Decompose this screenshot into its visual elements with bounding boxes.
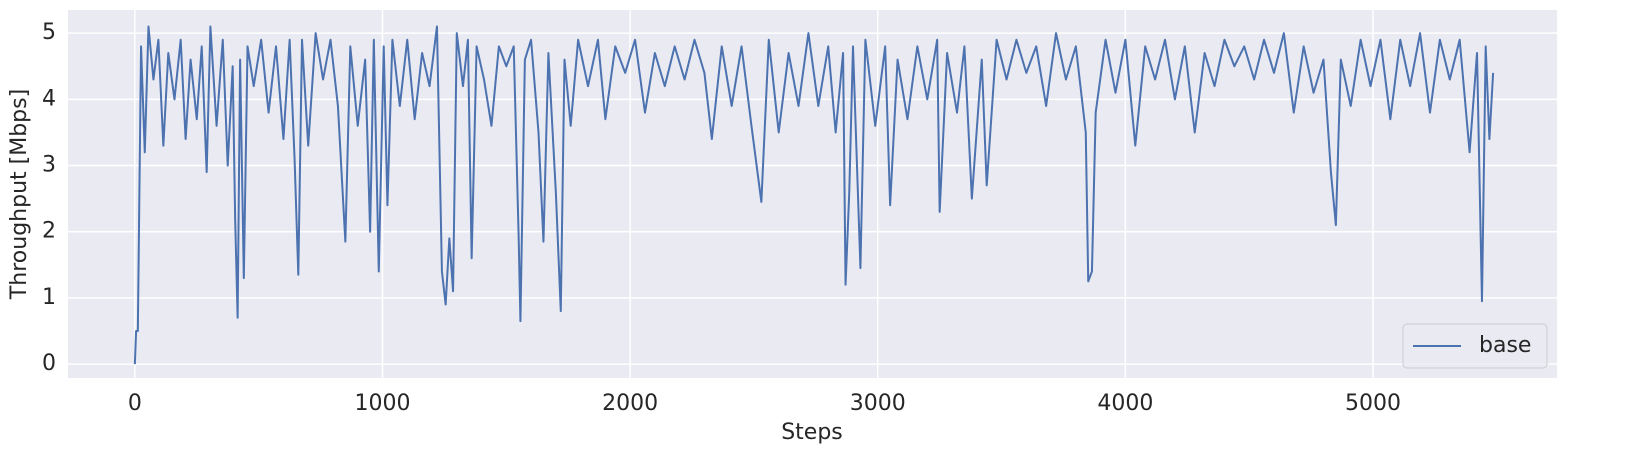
x-tick-label: 3000 — [850, 391, 906, 416]
legend-label: base — [1479, 333, 1531, 358]
legend-box — [1402, 323, 1548, 369]
y-tick-label: 4 — [42, 86, 56, 111]
y-axis-label: Throughput [Mbps] — [7, 89, 32, 300]
x-axis-label: Steps — [781, 420, 843, 445]
y-tick-label: 1 — [42, 285, 56, 310]
y-tick-label: 0 — [42, 351, 56, 376]
x-tick-label: 1000 — [354, 391, 410, 416]
marks — [133, 25, 1495, 365]
y-tick-label: 3 — [42, 153, 56, 178]
x-tick-label: 0 — [128, 391, 142, 416]
y-tick-label: 5 — [42, 20, 56, 45]
x-tick-label: 5000 — [1345, 391, 1401, 416]
x-tick-label: 2000 — [602, 391, 658, 416]
data-line — [133, 25, 1495, 365]
y-tick-label: 2 — [42, 219, 56, 244]
grid — [68, 10, 1557, 378]
x-tick-label: 4000 — [1097, 391, 1153, 416]
